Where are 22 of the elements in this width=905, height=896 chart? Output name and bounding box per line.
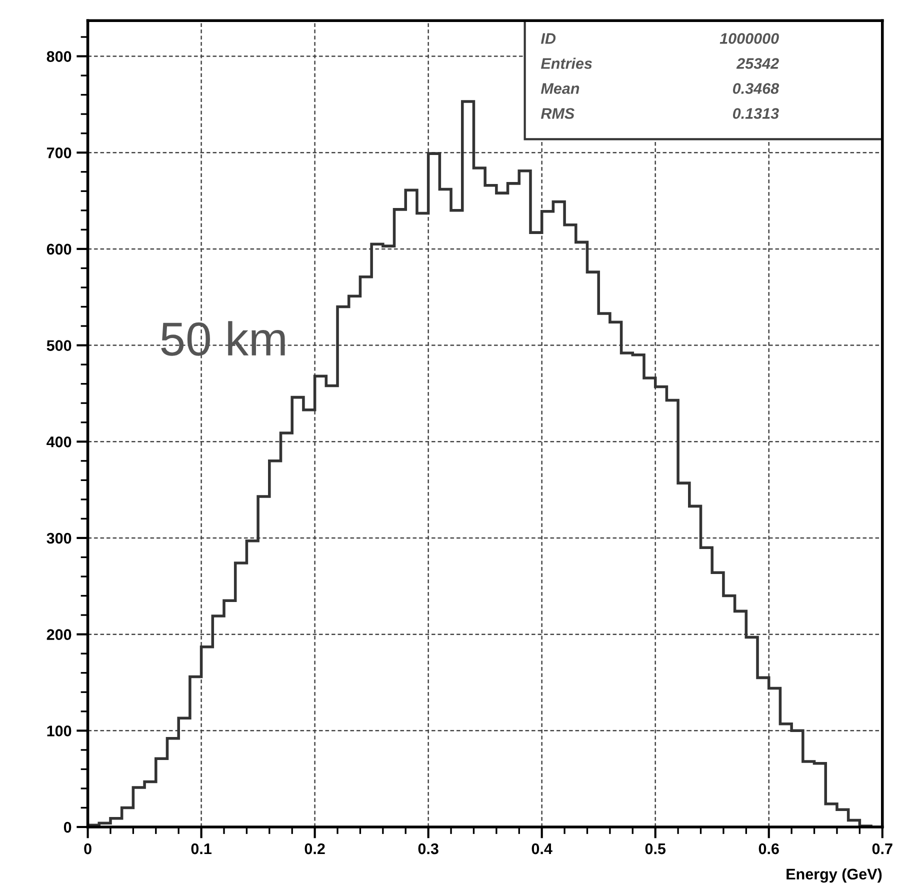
y-tick-label: 100 bbox=[47, 726, 72, 736]
text: Mean 0.3468 bbox=[540, 83, 780, 94]
x-tick-label: 0.3 bbox=[418, 843, 438, 854]
text: RMS 0.1313 bbox=[540, 108, 779, 119]
x-tick-label: 0.5 bbox=[645, 843, 666, 854]
y-tick-label: 500 bbox=[46, 340, 72, 351]
y-tick-label: 400 bbox=[46, 436, 72, 448]
x-tick-label: 0.1 bbox=[191, 843, 212, 854]
y-tick-label: 700 bbox=[46, 147, 72, 158]
y-tick-label: 300 bbox=[46, 532, 72, 544]
x-axis-title: Energy (GeV) bbox=[786, 868, 882, 883]
x-tick-label: 0.7 bbox=[872, 843, 892, 854]
text: Entries 25342 bbox=[540, 58, 779, 69]
text: ID 1000000 bbox=[540, 33, 779, 44]
x-tick-label: 0 bbox=[84, 843, 92, 854]
y-tick-label: 600 bbox=[46, 244, 72, 255]
y-tick-label: 200 bbox=[46, 629, 72, 640]
y-tick-label: 0 bbox=[64, 822, 72, 833]
x-tick-label: 0.2 bbox=[304, 843, 325, 854]
x-tick-label: 0.4 bbox=[532, 843, 552, 854]
y-tick-label: 800 bbox=[46, 51, 72, 62]
x-tick-label: 0.6 bbox=[758, 843, 779, 854]
